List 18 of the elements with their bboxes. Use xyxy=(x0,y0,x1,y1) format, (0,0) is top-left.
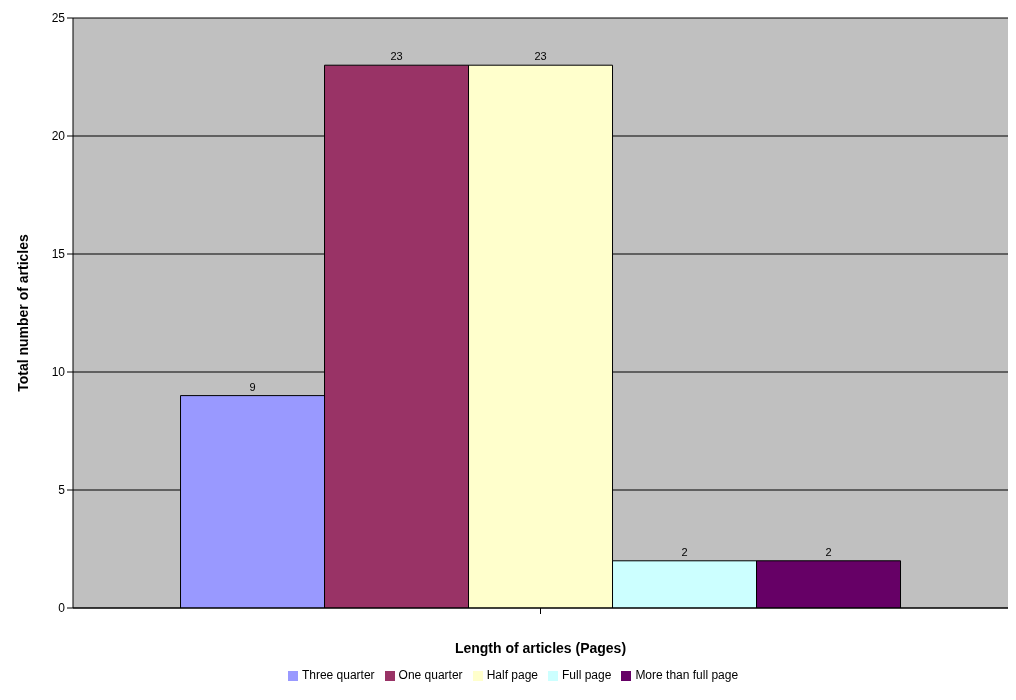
y-tick-label: 10 xyxy=(51,365,66,380)
data-label: 23 xyxy=(534,50,547,63)
legend-label: One quarter xyxy=(398,668,463,682)
y-tick-label: 15 xyxy=(51,247,66,262)
legend-label: Half page xyxy=(486,668,538,682)
legend-label: More than full page xyxy=(635,668,739,682)
y-tick-label: 25 xyxy=(51,11,66,26)
data-label: 2 xyxy=(681,545,688,558)
data-label: 23 xyxy=(390,50,403,63)
y-tick-label: 20 xyxy=(51,129,66,144)
y-axis-title: Total number of articles xyxy=(14,233,31,392)
data-label: 9 xyxy=(249,380,256,393)
y-tick-label: 5 xyxy=(58,483,66,498)
data-label: 2 xyxy=(825,545,832,558)
x-axis-title: Length of articles (Pages) xyxy=(454,640,627,656)
legend-label: Three quarter xyxy=(301,668,375,682)
y-tick-label: 0 xyxy=(58,601,66,616)
legend-label: Full page xyxy=(562,668,612,682)
